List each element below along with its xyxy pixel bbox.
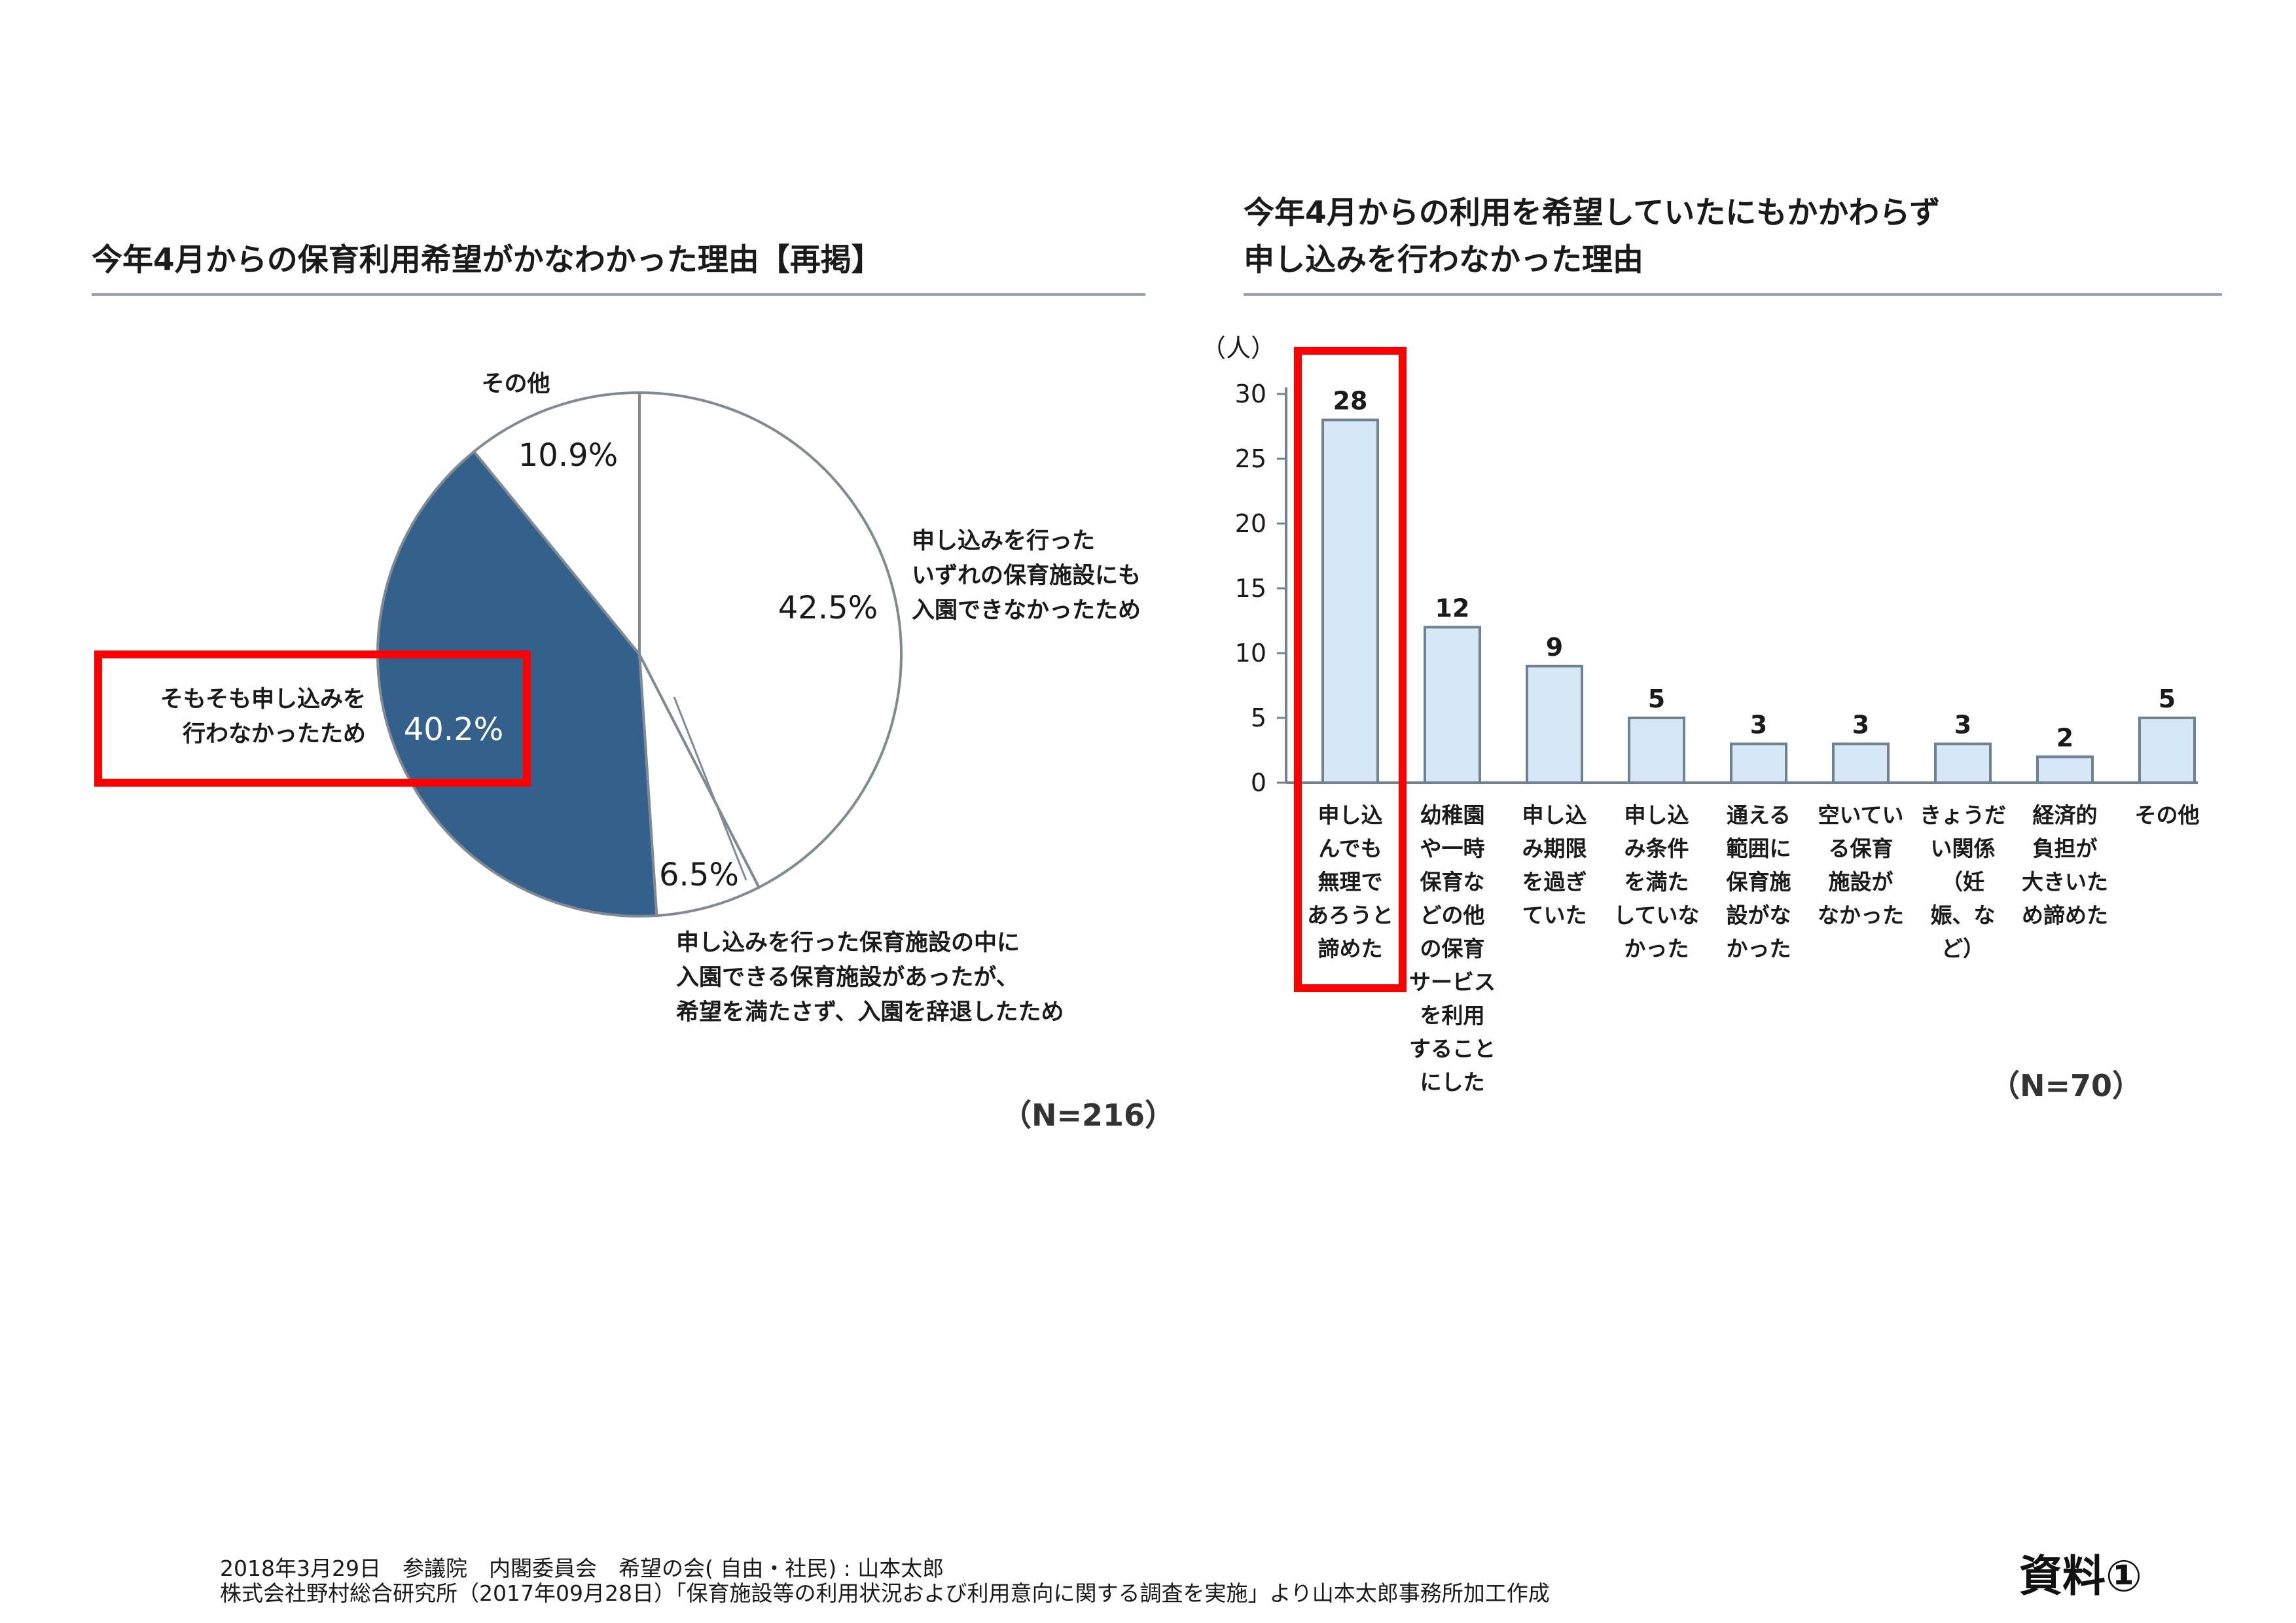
y-tick-label: 30: [1235, 380, 1266, 408]
bar-value-label: 3: [1954, 711, 1971, 740]
y-tick-label: 15: [1235, 574, 1266, 603]
bar: [1730, 742, 1787, 784]
x-category-label: 経済的負担が大きいため諦めた: [2022, 802, 2108, 928]
pie-category-label: その他: [481, 371, 550, 397]
bar-value-label: 2: [2056, 723, 2073, 752]
bar-value-label: 9: [1546, 633, 1563, 662]
pie-leader-line: [673, 696, 747, 881]
bar-value-label: 5: [1648, 685, 1665, 713]
pie-percent-label: 10.9%: [518, 437, 618, 474]
y-tick-label: 20: [1235, 509, 1266, 538]
bar-value-label: 5: [2159, 685, 2176, 713]
pie-percent-label: 6.5%: [659, 857, 739, 893]
x-category-label: 幼稚園や一時保育などの他の保育サービスを利用することにした: [1409, 802, 1496, 1095]
pie-percent-label: 40.2%: [404, 711, 503, 748]
pie-percent-label: 42.5%: [778, 590, 878, 626]
x-category-label: 申し込み条件を満たしていなかった: [1613, 802, 1699, 961]
pie-slice: [472, 391, 641, 658]
pie-slice: [638, 391, 903, 889]
y-axis-unit: （人）: [1201, 334, 1276, 363]
bar-value-label: 3: [1852, 711, 1869, 740]
bar: [1424, 626, 1481, 785]
bar: [1526, 664, 1583, 784]
pie-category-label: そもそも申し込みを行わなかったため: [160, 687, 366, 747]
x-category-label: その他: [2135, 802, 2200, 828]
pie-highlight-box: [94, 651, 531, 787]
y-tick-label: 10: [1235, 639, 1266, 668]
pie-chart: 42.5% 申し込みを行ったいずれの保育施設にも入園できなかったため 6.5% 申し込…: [94, 371, 1141, 1026]
bar-n-label: （N=70）: [1990, 1068, 2142, 1103]
bar-highlight-box: [1294, 347, 1407, 992]
footer-line-1: 2018年3月29日 参議院 内閣委員会 希望の会( 自由・社民) : 山本太郎: [220, 1556, 944, 1581]
pie-category-label: 申し込みを行ったいずれの保育施設にも入園できなかったため: [912, 528, 1141, 624]
footer-line-2: 株式会社野村総合研究所（2017年09月28日）「保育施設等の利用状況および利用…: [220, 1580, 1550, 1606]
y-tick-label: 0: [1251, 768, 1266, 797]
bar-value-label: 12: [1435, 594, 1470, 622]
x-category-label: 空いている保育施設がなかった: [1818, 802, 1904, 928]
pie-title: 今年4月からの保育利用希望がかなわかった理由【再掲】: [92, 242, 882, 278]
x-category-label: 通える範囲に保育施設がなかった: [1727, 802, 1791, 961]
bar: [1832, 742, 1890, 784]
bar: [2036, 755, 2094, 785]
bar-title-line2: 申し込みを行わなかった理由: [1244, 242, 1643, 278]
bar: [1321, 418, 1379, 784]
pie-n-label: （N=216）: [1001, 1097, 1175, 1133]
bar: [1934, 742, 1992, 784]
bar: [2138, 717, 2196, 784]
y-tick-label: 5: [1251, 704, 1266, 732]
x-category-label: 申し込み期限を過ぎていた: [1522, 802, 1587, 928]
bar-title-line1: 今年4月からの利用を希望していたにもかかわらず: [1244, 195, 1940, 231]
pie-slice: [376, 450, 658, 918]
document-label: 資料①: [2019, 1551, 2142, 1601]
x-category-label: 申し込んでも無理であろうと諦めた: [1307, 802, 1393, 961]
bar-value-label: 3: [1750, 711, 1767, 740]
bar-value-label: 28: [1333, 387, 1368, 416]
x-category-label: きょうだい関係（妊娠、など）: [1920, 802, 2006, 961]
bar: [1628, 717, 1685, 784]
pie-category-label: 申し込みを行った保育施設の中に入園できる保育施設があったが、希望を満たさず、入園…: [676, 930, 1064, 1026]
pie-slice: [638, 654, 761, 918]
y-tick-label: 25: [1235, 444, 1266, 473]
